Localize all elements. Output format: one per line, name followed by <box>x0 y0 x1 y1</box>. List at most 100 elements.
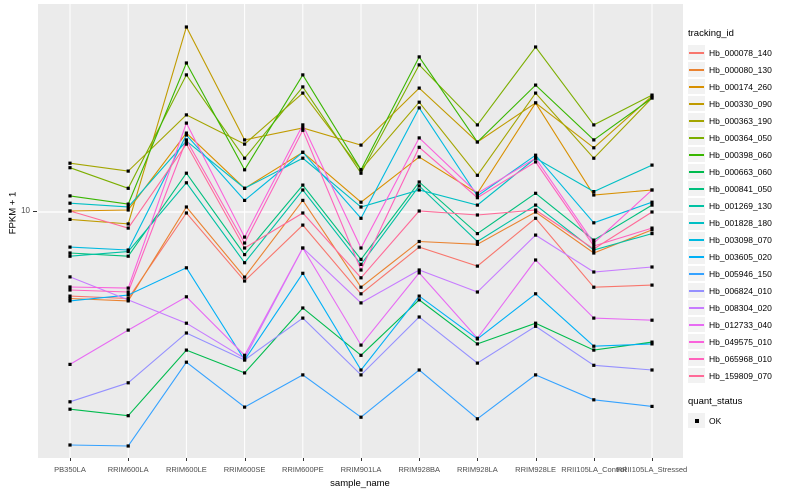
legend-key-swatch <box>688 198 705 213</box>
legend-item-label: Hb_000363_190 <box>709 115 772 126</box>
plot-panel <box>38 4 683 458</box>
data-point <box>534 210 538 214</box>
data-point <box>650 200 654 204</box>
data-point <box>417 368 421 372</box>
data-point <box>592 123 596 127</box>
data-point <box>534 191 538 195</box>
data-point <box>126 444 130 448</box>
legend-title-tracking-id: tracking_id <box>688 28 734 39</box>
data-point <box>359 200 363 204</box>
data-point <box>68 201 72 205</box>
x-tick-mark <box>361 458 362 461</box>
legend-key-swatch <box>688 96 705 111</box>
data-point <box>359 143 363 147</box>
data-point <box>650 210 654 214</box>
legend-key-swatch <box>688 413 705 428</box>
data-point <box>475 173 479 177</box>
data-point <box>592 316 596 320</box>
x-tick-mark <box>70 458 71 461</box>
legend-item-label: Hb_000080_130 <box>709 64 772 75</box>
legend-item-label: Hb_000364_050 <box>709 132 772 143</box>
data-point <box>184 25 188 29</box>
legend-key-swatch <box>688 317 705 332</box>
legend-item-label: Hb_012733_040 <box>709 319 772 330</box>
data-point <box>475 242 479 246</box>
x-tick-mark <box>593 458 595 461</box>
x-tick-label: RRII105LA_Stressed <box>616 465 688 474</box>
legend-key-swatch <box>688 113 705 128</box>
data-point <box>417 239 421 244</box>
x-tick-label: RRIM600LA <box>107 465 149 474</box>
legend-item-label: Hb_001269_130 <box>709 200 772 211</box>
data-point <box>126 186 130 190</box>
data-point <box>243 358 247 362</box>
data-point <box>126 286 130 290</box>
legend-item-label: Hb_001828_180 <box>709 217 772 228</box>
legend-key-swatch <box>688 232 705 247</box>
legend-items: Hb_000078_140 Hb_000080_130 Hb_000174_260 H… <box>688 44 798 384</box>
data-point <box>534 83 538 87</box>
black-square-point-icon <box>694 418 699 423</box>
data-point <box>301 271 305 275</box>
x-tick-label: PB350LA <box>54 465 86 474</box>
legend-item-label: Hb_000078_140 <box>709 47 772 58</box>
legend-item: Hb_008304_020 <box>688 299 798 316</box>
x-axis-title: sample_name <box>330 478 390 489</box>
data-point <box>534 91 538 95</box>
data-point <box>534 101 538 105</box>
legend-key-swatch <box>688 164 705 179</box>
data-point <box>534 258 538 262</box>
data-point <box>534 233 538 237</box>
data-point <box>417 145 421 149</box>
legend-key-line <box>689 272 704 275</box>
x-tick-mark <box>128 458 130 461</box>
x-tick-mark <box>302 458 304 461</box>
legend-key-swatch <box>688 181 705 196</box>
data-point <box>301 156 305 160</box>
data-point <box>243 246 247 250</box>
data-point <box>359 246 363 250</box>
data-point <box>592 138 596 142</box>
data-point <box>126 205 130 209</box>
data-point <box>243 371 247 375</box>
data-point <box>592 398 596 402</box>
data-point <box>243 405 247 409</box>
legend-item-label: Hb_000330_090 <box>709 98 772 109</box>
legend-key-line <box>689 289 704 292</box>
data-point <box>126 208 130 212</box>
data-point <box>126 414 130 418</box>
data-point <box>184 61 188 65</box>
legend-item-label: OK <box>709 415 722 426</box>
data-point <box>68 443 72 447</box>
legend-item-label: Hb_006824_010 <box>709 285 772 296</box>
data-point <box>243 142 247 146</box>
data-point <box>592 363 596 367</box>
data-point <box>417 180 421 184</box>
data-point <box>650 265 654 269</box>
data-point <box>359 285 363 289</box>
x-tick-label: RRIM928LE <box>515 465 557 474</box>
legend-item: Hb_001828_180 <box>688 214 798 231</box>
data-point <box>359 415 363 419</box>
data-point <box>417 63 421 67</box>
data-point <box>243 186 247 190</box>
data-point <box>650 342 654 346</box>
data-point <box>592 348 596 352</box>
data-point <box>417 155 421 159</box>
data-point <box>301 85 305 89</box>
data-point <box>417 136 421 140</box>
legend-item: Hb_000363_190 <box>688 112 798 129</box>
data-point <box>650 226 654 230</box>
legend-key-line <box>689 102 704 105</box>
data-point <box>475 196 479 200</box>
data-point <box>243 168 247 172</box>
data-point <box>184 181 188 185</box>
data-point <box>243 353 247 357</box>
data-point <box>243 198 247 202</box>
data-point <box>417 184 421 188</box>
data-point <box>68 254 72 258</box>
legend-key-line <box>689 136 704 139</box>
legend-item: Hb_012733_040 <box>688 316 798 333</box>
data-point <box>475 140 479 144</box>
legend-item: Hb_000398_060 <box>688 146 798 163</box>
